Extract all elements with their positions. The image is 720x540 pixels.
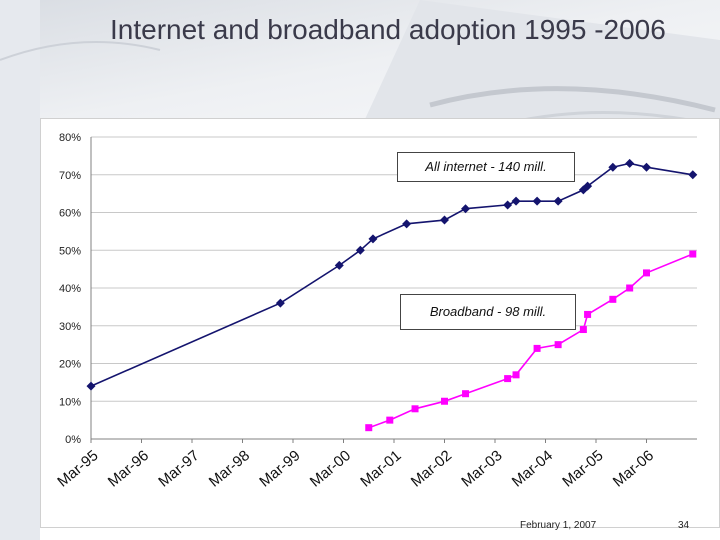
internet-data-point (402, 219, 412, 229)
chart-frame (40, 118, 720, 528)
internet-data-point (86, 381, 96, 391)
y-tick-label: 0% (65, 434, 81, 446)
internet-data-point (461, 204, 471, 214)
y-tick-label: 60% (59, 208, 81, 220)
internet-data-point (583, 181, 593, 191)
internet-data-point (440, 215, 449, 225)
footer-date: February 1, 2007 (520, 520, 597, 531)
annotation-internet: All internet - 140 mill. (397, 152, 575, 182)
broadband-data-point (643, 269, 650, 277)
broadband-data-point (441, 397, 448, 405)
broadband-data-point (579, 326, 587, 334)
broadband-data-point (462, 390, 470, 398)
internet-data-point (503, 200, 513, 210)
y-tick-label: 40% (59, 283, 81, 295)
broadband-data-point (386, 416, 394, 424)
broadband-data-point (504, 375, 512, 383)
y-tick-label: 80% (59, 132, 81, 144)
broadband-data-point (365, 424, 373, 432)
slide-title: Internet and broadband adoption 1995 -20… (110, 14, 666, 45)
internet-data-point (642, 162, 651, 172)
internet-data-point (334, 260, 344, 270)
internet-data-point (368, 234, 378, 244)
internet-data-point (688, 170, 698, 180)
y-tick-label: 30% (59, 321, 81, 333)
broadband-data-point (533, 344, 541, 352)
y-tick-label: 50% (59, 245, 81, 257)
internet-data-point (532, 196, 542, 206)
annotation-broadband: Broadband - 98 mill. (400, 294, 576, 330)
page-number: 34 (678, 520, 690, 531)
adoption-line-chart: 0%10%20%30%40%50%60%70%80%Mar-95 Mar-96 Ma… (40, 118, 720, 528)
broadband-data-point (626, 284, 634, 292)
y-tick-label: 20% (59, 359, 81, 371)
internet-data-point (275, 298, 285, 308)
broadband-data-point (609, 295, 617, 303)
y-tick-label: 70% (59, 170, 81, 182)
broadband-data-point (512, 371, 520, 379)
chart-panel: 0% 10% 20% 30% 40% 50% 60% 70% 80% Mar-95 Mar-96 Ma… (40, 118, 720, 528)
internet-data-point (355, 245, 365, 255)
y-tick-label: 10% (59, 396, 81, 408)
internet-data-point (625, 158, 635, 168)
broadband-data-point (411, 405, 419, 413)
internet-data-point (608, 162, 618, 172)
internet-data-point (553, 196, 563, 206)
broadband-data-point (554, 341, 562, 349)
broadband-data-point (584, 310, 592, 318)
broadband-data-point (689, 250, 697, 258)
